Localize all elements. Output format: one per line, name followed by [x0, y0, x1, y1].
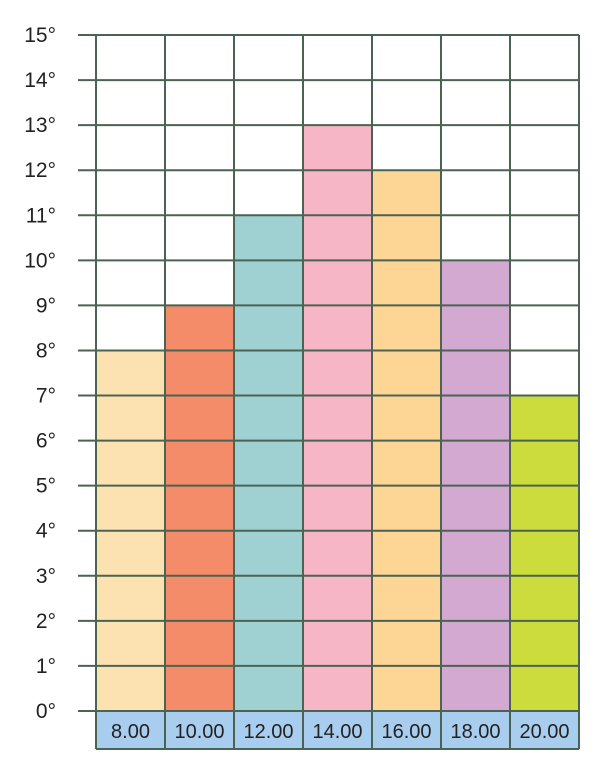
- y-tick-label: 4°: [36, 520, 56, 543]
- x-tick-label: 16.00: [381, 721, 431, 743]
- x-label-cell: [96, 711, 165, 749]
- x-label-cell: [303, 711, 372, 749]
- x-tick-label: 20.00: [519, 721, 569, 743]
- bar-14.00: [303, 125, 372, 712]
- y-tick-label: 14°: [24, 69, 56, 92]
- y-tick-label: 3°: [36, 565, 56, 588]
- y-tick-label: 13°: [24, 114, 56, 137]
- bars-layer: [96, 125, 579, 712]
- y-tick-label: 1°: [36, 655, 56, 678]
- x-tick-label: 12.00: [243, 721, 293, 743]
- x-tick-label: 10.00: [174, 721, 224, 743]
- y-tick-label: 7°: [36, 385, 56, 408]
- y-tick-label: 9°: [36, 294, 56, 317]
- y-tick-label: 11°: [26, 204, 56, 227]
- grid-lines: [95, 34, 580, 750]
- x-label-cell: [372, 711, 441, 749]
- bar-12.00: [234, 215, 303, 711]
- y-tick-label: 6°: [36, 430, 56, 453]
- x-label-cell: [165, 711, 234, 749]
- y-tick-label: 10°: [24, 249, 56, 272]
- x-tick-label: 14.00: [312, 721, 362, 743]
- y-axis-ticks: 0° 1° 2° 3° 4° 5° 6° 7° 8° 9° 10° 11° 12° 13° 14° 15°: [24, 24, 96, 723]
- y-tick-label: 0°: [36, 700, 56, 723]
- x-label-cell: [234, 711, 303, 749]
- x-label-cell: [441, 711, 510, 749]
- y-tick-label: 5°: [36, 475, 56, 498]
- y-tick-label: 15°: [24, 24, 56, 47]
- y-tick-label: 2°: [36, 610, 56, 633]
- bar-10.00: [165, 305, 234, 711]
- x-tick-label: 18.00: [450, 721, 500, 743]
- y-tick-label: 8°: [36, 339, 56, 362]
- bar-20.00: [510, 395, 579, 711]
- y-tick-label: 12°: [24, 159, 56, 182]
- x-tick-label: 8.00: [111, 721, 150, 743]
- x-label-cell: [510, 711, 579, 749]
- x-category-labels: 8.00 10.00 12.00 14.00 16.00 18.00 20.00: [96, 711, 579, 749]
